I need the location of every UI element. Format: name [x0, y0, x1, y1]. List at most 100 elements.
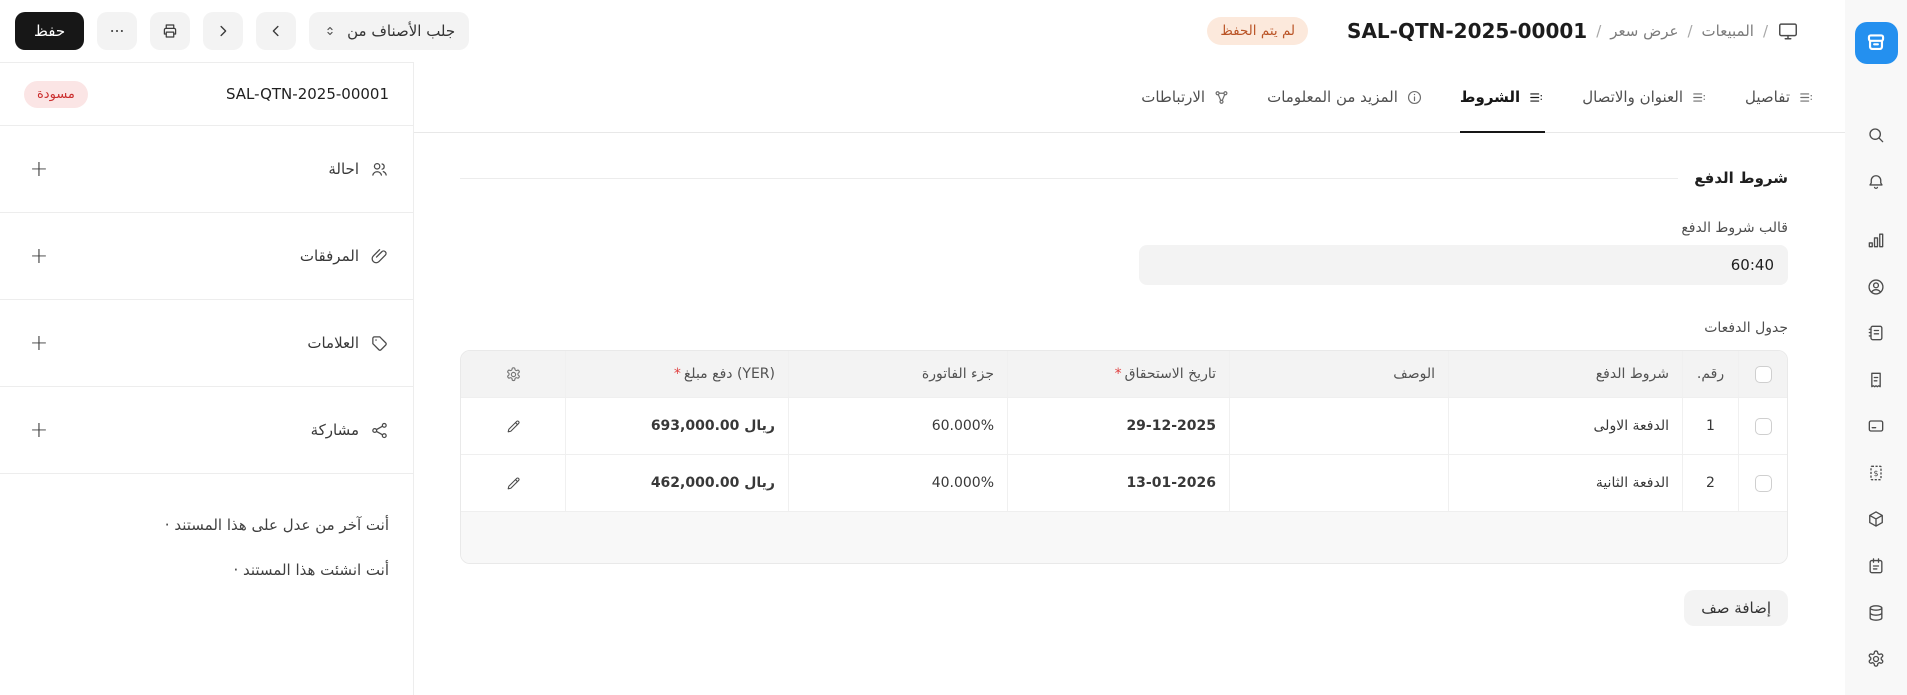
section-divider	[460, 177, 1679, 179]
get-items-from-label: جلب الأصناف من	[347, 22, 456, 40]
tab-address-contact[interactable]: العنوان والاتصال	[1582, 62, 1708, 132]
sidebar-footer: أنت آخر من عدل على هذا المستند · أنت انش…	[0, 474, 413, 606]
not-saved-badge: لم يتم الحفظ	[1207, 17, 1309, 45]
desk-monitor-icon[interactable]	[1777, 20, 1799, 42]
page-title: SAL-QTN-2025-00001	[1347, 19, 1588, 43]
breadcrumb-sales[interactable]: المبيعات	[1701, 22, 1754, 40]
col-header-description: الوصف	[1229, 351, 1448, 397]
sidebar-item-assign: احالة +	[0, 126, 413, 213]
breadcrumb-quotation[interactable]: عرض سعر	[1610, 22, 1679, 40]
payment-amount-cell[interactable]: 462,000.00 ريال	[565, 455, 788, 511]
user-profile-icon[interactable]	[1858, 276, 1894, 298]
invoice-portion-cell[interactable]: 40.000%	[788, 455, 1007, 511]
tab-details[interactable]: تفاصيل	[1745, 62, 1815, 132]
add-attachment-button[interactable]: +	[24, 241, 54, 271]
notifications-bell-icon[interactable]	[1858, 171, 1894, 193]
sidebar-item-label: المرفقات	[299, 247, 359, 265]
print-button[interactable]	[150, 12, 191, 50]
chevron-right-icon	[220, 25, 227, 37]
invoice-portion-cell[interactable]: 60.000%	[788, 398, 1007, 454]
edit-row-pencil-icon[interactable]	[505, 475, 522, 492]
share-icon	[372, 422, 387, 438]
payment-schedule-grid: رقم. شروط الدفع الوصف تاريخ الاستحقاق * ج…	[460, 350, 1788, 564]
tab-label: المزيد من المعلومات	[1267, 88, 1398, 106]
row-checkbox[interactable]	[1754, 474, 1772, 492]
col-header-invoice-portion: جزء الفاتورة	[788, 351, 1007, 397]
chevron-left-icon	[272, 25, 279, 37]
sidebar-item-share: مشاركة +	[0, 387, 413, 474]
svg-text:$: $	[1873, 469, 1878, 478]
payment-term-cell[interactable]: الدفعة الاولى	[1448, 398, 1682, 454]
payment-term-cell[interactable]: الدفعة الثانية	[1448, 455, 1682, 511]
row-no-cell[interactable]: 1	[1682, 398, 1738, 454]
database-icon[interactable]	[1858, 602, 1894, 624]
created-by-text: أنت انشئت هذا المستند ·	[233, 561, 389, 579]
col-header-no: رقم.	[1682, 351, 1738, 397]
notes-clipboard-icon[interactable]	[1858, 555, 1894, 577]
add-share-button[interactable]: +	[24, 415, 54, 445]
credit-card-icon[interactable]	[1858, 416, 1894, 438]
payment-terms-section: شروط الدفع	[460, 169, 1788, 187]
payment-amount-cell[interactable]: 693,000.00 ريال	[565, 398, 788, 454]
tab-more-info[interactable]: المزيد من المعلومات	[1267, 62, 1423, 132]
description-cell[interactable]	[1229, 455, 1448, 511]
sidebar-header: SAL-QTN-2025-00001 مسودة	[0, 63, 413, 126]
col-header-due-date: تاريخ الاستحقاق *	[1007, 351, 1229, 397]
due-date-cell[interactable]: 29-12-2025	[1007, 398, 1229, 454]
menu-ellipsis-button[interactable]	[97, 12, 138, 50]
tab-label: العنوان والاتصال	[1582, 88, 1684, 106]
app-rail: $	[1845, 0, 1907, 695]
tag-icon	[372, 335, 387, 351]
list-icon	[1800, 92, 1812, 102]
tab-label: الشروط	[1459, 88, 1521, 106]
settings-gear-icon[interactable]	[1858, 648, 1894, 670]
previous-document-button[interactable]	[203, 12, 244, 50]
package-box-icon[interactable]	[1858, 509, 1894, 531]
add-tag-button[interactable]: +	[24, 328, 54, 358]
tab-connections[interactable]: الارتباطات	[1141, 62, 1230, 132]
payment-schedule-label: جدول الدفعات	[1704, 320, 1788, 336]
payment-schedule-row: 1 الدفعة الاولى 29-12-2025 60.000% 693,0…	[461, 397, 1787, 454]
app-logo[interactable]	[1854, 22, 1898, 65]
grid-footer-strip	[461, 511, 1787, 563]
last-modified-text: أنت آخر من عدل على هذا المستند ·	[164, 516, 389, 534]
payment-receipt-icon[interactable]: $	[1858, 462, 1894, 484]
add-row-button[interactable]: إضافة صف	[1684, 590, 1788, 626]
invoice-receipt-icon[interactable]	[1858, 369, 1894, 391]
field-label: قالب شروط الدفع	[1681, 220, 1788, 236]
search-icon[interactable]	[1858, 124, 1894, 146]
tab-terms[interactable]: الشروط	[1459, 62, 1546, 133]
payment-terms-template-input[interactable]: 60:40	[1139, 245, 1788, 285]
save-button[interactable]: حفظ	[15, 12, 85, 50]
row-no-cell[interactable]: 2	[1682, 455, 1738, 511]
form-tabs: تفاصيل العنوان والاتصال الشروط المزيد من…	[414, 62, 1845, 133]
ledger-book-icon[interactable]	[1858, 322, 1894, 344]
list-icon	[1530, 92, 1543, 102]
draft-status-badge: مسودة	[24, 80, 88, 108]
info-icon	[1407, 90, 1421, 104]
assign-users-icon	[372, 162, 387, 176]
toolbar: / المبيعات / عرض سعر / SAL-QTN-2025-0000…	[0, 0, 1845, 62]
breadcrumb-separator: /	[1762, 22, 1768, 40]
row-checkbox[interactable]	[1754, 417, 1772, 435]
col-header-payment-amount: دفع مبلغ (YER) *	[565, 351, 788, 397]
due-date-cell[interactable]: 13-01-2026	[1007, 455, 1229, 511]
terms-tab-panel: شروط الدفع قالب شروط الدفع 60:40 جدول ال…	[414, 133, 1845, 695]
select-all-checkbox[interactable]	[1754, 365, 1772, 383]
main-area: تفاصيل العنوان والاتصال الشروط المزيد من…	[414, 62, 1845, 695]
grid-settings-gear-icon[interactable]	[505, 366, 522, 383]
description-cell[interactable]	[1229, 398, 1448, 454]
get-items-from-select[interactable]: جلب الأصناف من	[309, 12, 470, 50]
edit-row-pencil-icon[interactable]	[505, 418, 522, 435]
sidebar-doc-id: SAL-QTN-2025-00001	[225, 85, 389, 103]
field-value: 60:40	[1730, 256, 1774, 274]
next-document-button[interactable]	[256, 12, 297, 50]
dashboard-chart-icon[interactable]	[1858, 229, 1894, 251]
add-assignment-button[interactable]: +	[24, 154, 54, 184]
col-header-payment-term: شروط الدفع	[1448, 351, 1682, 397]
connections-icon	[1215, 90, 1228, 104]
payment-terms-template-field: قالب شروط الدفع 60:40	[1139, 220, 1788, 285]
sidebar-item-label: احالة	[328, 160, 359, 178]
tab-label: تفاصيل	[1745, 88, 1790, 106]
sidebar-item-tags: العلامات +	[0, 300, 413, 387]
